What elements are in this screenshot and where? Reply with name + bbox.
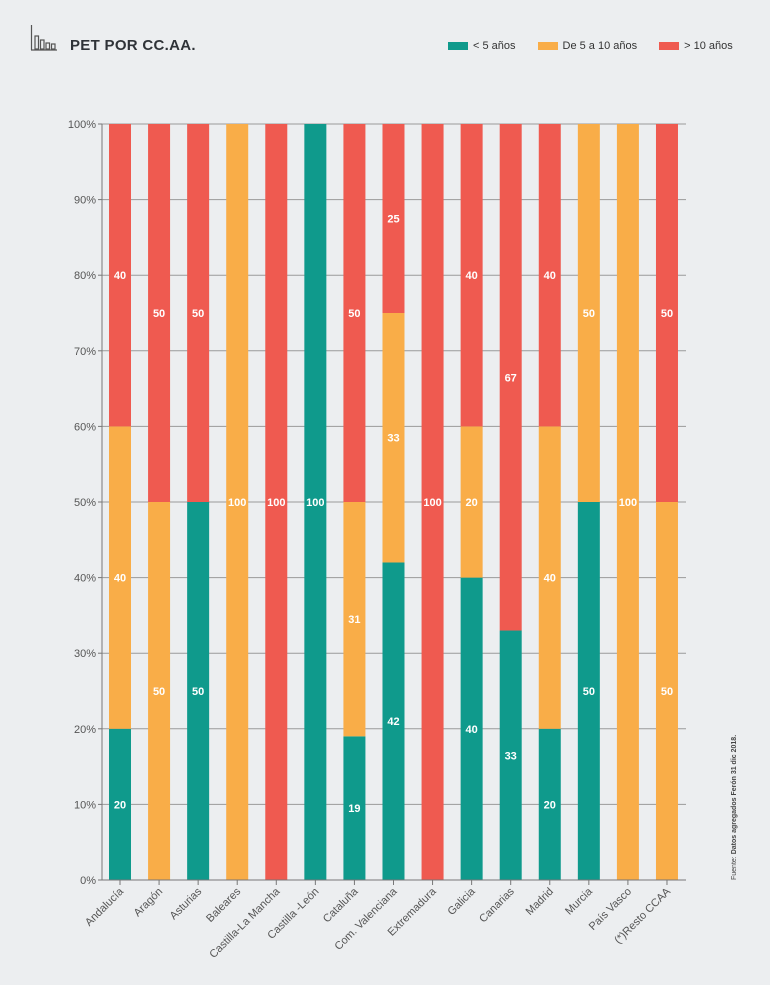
source-note: Fuente: Datos agregados Ferón 31 dic 201… (731, 735, 738, 880)
bar-segment (577, 502, 600, 880)
x-tick-label: Baleares (204, 885, 244, 925)
x-tick-label: Galicia (445, 885, 478, 918)
data-label: 40 (114, 270, 126, 282)
data-label: 67 (505, 372, 517, 384)
x-tick-label: Aragón (132, 886, 166, 920)
bar-segment (460, 124, 483, 427)
legend-swatch-5to10 (537, 42, 558, 50)
data-label: 33 (505, 750, 517, 762)
bar-segment (343, 502, 366, 737)
y-tick-label: 80% (74, 270, 96, 282)
x-tick-label: Canarias (477, 885, 517, 925)
page-title: PET POR CC.AA. (70, 37, 196, 54)
bar-segment (382, 313, 405, 563)
x-tick-label: Murcia (563, 885, 595, 917)
bar-segment (499, 124, 522, 631)
bar-segment (538, 728, 561, 880)
data-label: 40 (114, 573, 126, 585)
data-label: 42 (387, 716, 399, 728)
data-label: 20 (544, 799, 556, 811)
bar-segment (382, 562, 405, 880)
legend-label-5to10: De 5 a 10 años (562, 40, 638, 52)
bar-segment (460, 426, 483, 578)
bar-segment (109, 124, 131, 427)
y-tick-label: 90% (74, 195, 96, 207)
bar-segment (655, 502, 678, 880)
data-label: 100 (306, 497, 324, 509)
data-label: 20 (466, 497, 478, 509)
bar-segment (148, 502, 171, 880)
data-label: 50 (153, 308, 165, 320)
x-tick-label: Cataluña (321, 885, 361, 925)
legend-item-gt10: > 10 años (659, 40, 733, 52)
y-tick-label: 0% (80, 875, 96, 887)
legend-item-5to10: De 5 a 10 años (537, 40, 638, 52)
data-label: 50 (661, 686, 673, 698)
data-label: 31 (348, 614, 360, 626)
legend-swatch-lt5 (448, 42, 468, 50)
bar-segment (343, 124, 366, 502)
data-label: 100 (267, 497, 285, 509)
data-label: 50 (192, 686, 204, 698)
bar-segment (187, 502, 210, 880)
bar-segment (460, 577, 483, 880)
data-label: 19 (348, 803, 360, 815)
y-tick-label: 40% (74, 573, 96, 585)
bar-segment (655, 124, 678, 502)
bar-segment (499, 630, 522, 880)
source-prefix: Fuente: (731, 856, 738, 880)
data-label: 50 (192, 308, 204, 320)
y-tick-label: 50% (74, 497, 96, 509)
bar-segment (538, 124, 561, 427)
bar-segment (187, 124, 210, 502)
data-label: 25 (387, 214, 399, 226)
data-label: 40 (544, 573, 556, 585)
y-tick-label: 10% (74, 799, 96, 811)
data-label: 50 (348, 308, 360, 320)
data-label: 50 (583, 308, 595, 320)
legend-swatch-gt10 (659, 42, 680, 50)
bar-segment (148, 124, 171, 502)
data-label: 50 (661, 308, 673, 320)
bar-segment (616, 124, 639, 880)
data-label: 40 (544, 270, 556, 282)
bar-segment (382, 124, 405, 313)
x-tick-label: Asturias (168, 885, 205, 922)
legend-item-lt5: < 5 años (448, 40, 516, 52)
x-tick-label: Madrid (524, 886, 556, 918)
bar-segment (421, 124, 444, 880)
bar-segment (577, 124, 600, 502)
bar-chart-icon (30, 25, 58, 56)
source-text: Datos agregados Ferón 31 dic 2018. (731, 734, 738, 855)
bar-segment (109, 728, 131, 880)
y-tick-label: 100% (68, 119, 96, 131)
y-tick-label: 60% (74, 421, 96, 433)
bar-segment (109, 426, 131, 729)
data-label: 40 (466, 724, 478, 736)
data-label: 40 (466, 270, 478, 282)
data-label: 20 (114, 799, 126, 811)
legend-label-lt5: < 5 años (473, 40, 516, 52)
legend-label-gt10: > 10 años (684, 40, 733, 52)
bar-segment (265, 124, 288, 880)
data-label: 100 (423, 497, 441, 509)
data-label: 50 (153, 686, 165, 698)
x-tick-label: Andalucía (83, 885, 127, 929)
data-label: 100 (619, 497, 637, 509)
bar-segment (538, 426, 561, 729)
data-label: 100 (228, 497, 246, 509)
x-tick-label: Castilla-La Mancha (207, 885, 283, 961)
bar-segment (304, 124, 327, 880)
chart-legend: < 5 años De 5 a 10 años > 10 años (448, 40, 733, 52)
y-tick-label: 20% (74, 724, 96, 736)
y-tick-label: 70% (74, 346, 96, 358)
bar-segment (343, 736, 366, 880)
bar-segment (226, 124, 249, 880)
y-tick-label: 30% (74, 648, 96, 660)
data-label: 50 (583, 686, 595, 698)
data-label: 33 (387, 433, 399, 445)
